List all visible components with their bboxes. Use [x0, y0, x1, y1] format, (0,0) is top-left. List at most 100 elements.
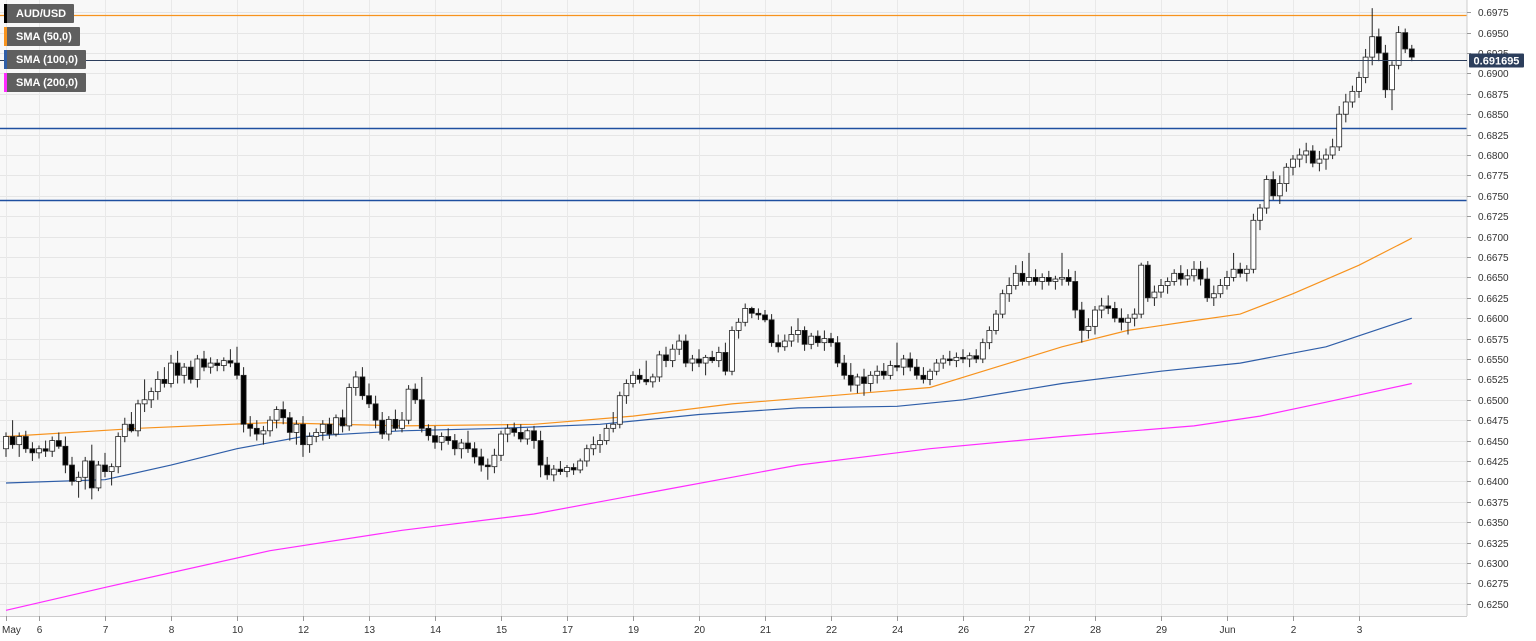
candle-body-up	[1184, 275, 1191, 280]
candle-body-up	[491, 454, 498, 468]
candle-body-up	[729, 330, 735, 372]
sma-line-1	[5, 317, 1412, 484]
candle	[115, 432, 122, 474]
candle-body-up	[927, 370, 933, 380]
candle	[1263, 175, 1270, 214]
candle	[1118, 308, 1125, 331]
candle-body-up	[1329, 146, 1336, 156]
candle-body-down	[894, 365, 900, 368]
legend-sma-200[interactable]: SMA (200,0)	[4, 73, 86, 92]
candle-body-down	[418, 399, 425, 429]
candle-body-up	[715, 352, 722, 362]
candle-body-up	[1349, 90, 1356, 103]
candle	[478, 448, 485, 472]
candle-body-up	[1158, 285, 1164, 293]
candle-body-up	[854, 376, 861, 386]
candle-body-down	[814, 335, 821, 344]
candle-body-down	[880, 370, 887, 376]
candle-body-up	[1171, 272, 1178, 282]
candle-body-up	[993, 313, 999, 331]
candle	[564, 465, 570, 478]
y-tick-label: 0.6325	[1478, 539, 1509, 550]
candle	[95, 460, 102, 492]
candle	[1382, 44, 1389, 98]
candle	[1323, 148, 1329, 170]
candle	[861, 368, 867, 396]
legend-swatch-sma-100	[4, 50, 7, 69]
candle-body-down	[69, 464, 75, 482]
x-axis: May 6 7 8 10 12 13 14 15 17 19 20 21 22 24 26 27 28 29 Jun 2…	[0, 616, 1467, 636]
candle-body-up	[887, 365, 894, 376]
candle	[141, 379, 148, 413]
candle-body-up	[75, 476, 82, 482]
y-tick-label: 0.6425	[1478, 457, 1509, 468]
legend-sma-100[interactable]: SMA (100,0)	[4, 50, 86, 69]
candle-body-down	[471, 448, 478, 458]
candle	[1402, 28, 1409, 54]
candle-body-up	[313, 432, 320, 437]
candle	[161, 367, 168, 388]
candle	[412, 383, 419, 404]
candle	[1250, 213, 1257, 274]
candle	[735, 318, 742, 339]
candle-body-up	[590, 444, 597, 450]
candle-body-up	[676, 340, 683, 350]
candle	[3, 432, 9, 457]
candle-body-down	[1382, 52, 1389, 91]
candle-body-up	[220, 360, 227, 366]
candle	[1039, 273, 1046, 290]
candle-body-down	[339, 417, 346, 427]
candle-body-up	[399, 419, 405, 429]
candle-body-down	[696, 358, 702, 364]
candle-body-up	[267, 419, 273, 432]
candle-body-down	[88, 460, 95, 489]
candle-body-down	[1197, 268, 1204, 280]
candle	[814, 330, 821, 347]
legend: AUD/USD SMA (50,0) SMA (100,0) SMA (200,…	[4, 4, 86, 92]
candle	[333, 414, 339, 437]
candle-body-up	[438, 436, 445, 443]
candle-body-up	[1006, 285, 1013, 295]
candle-body-up	[1250, 219, 1257, 270]
candle	[55, 432, 62, 449]
candle	[828, 332, 834, 347]
candle-body-down	[286, 417, 293, 433]
candle-body-up	[121, 423, 128, 437]
candle	[623, 379, 630, 404]
candle-body-up	[583, 448, 590, 462]
candle	[154, 371, 161, 400]
candle	[669, 344, 676, 368]
candle-body-down	[22, 436, 29, 450]
candle	[1270, 171, 1277, 200]
candle-body-down	[326, 423, 333, 435]
candle-body-down	[517, 432, 524, 440]
candle-body-up	[1369, 36, 1376, 58]
legend-symbol[interactable]: AUD/USD	[4, 4, 75, 23]
candle-body-down	[775, 342, 782, 348]
candle-body-down	[1072, 281, 1079, 311]
candle	[1158, 279, 1164, 298]
candle	[676, 334, 683, 355]
candle	[498, 430, 504, 461]
x-tick-label: 17	[562, 625, 574, 636]
candle-body-down	[62, 445, 69, 466]
candle	[108, 463, 115, 486]
x-tick-label: 26	[958, 625, 970, 636]
candle	[379, 412, 386, 439]
legend-sma-50[interactable]: SMA (50,0)	[4, 27, 80, 46]
candle-body-up	[1230, 268, 1237, 278]
candle-body-down	[1111, 308, 1118, 319]
sma-line-2	[5, 382, 1412, 611]
candle-body-down	[227, 360, 234, 364]
candle	[1362, 48, 1369, 84]
candle-body-up	[550, 468, 557, 476]
candle-body-down	[201, 358, 207, 368]
candle	[1098, 297, 1105, 319]
candle	[603, 424, 610, 445]
candle-body-up	[1164, 281, 1171, 286]
candle-body-up	[953, 356, 960, 362]
candle	[82, 456, 89, 490]
candle	[1197, 261, 1204, 286]
candle	[418, 376, 425, 433]
